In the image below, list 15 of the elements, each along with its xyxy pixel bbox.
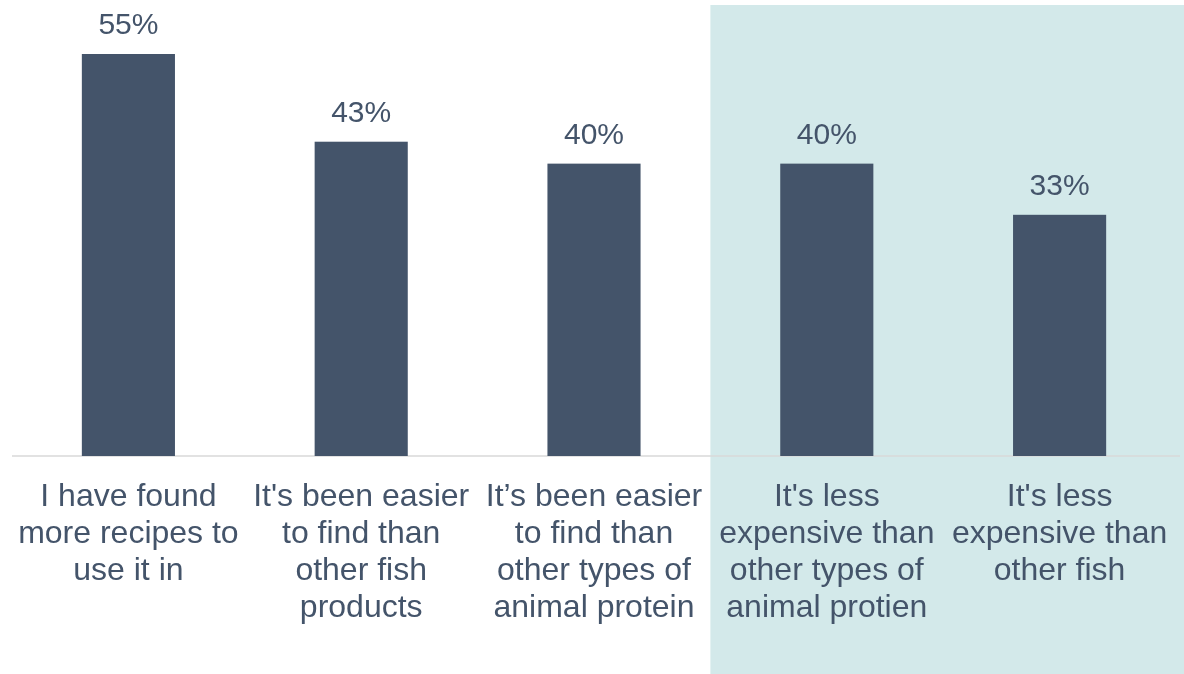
x-tick-label: It’s been easier to find than other types of animal protein bbox=[485, 477, 703, 624]
x-tick-label: I have found more recipes to use it in bbox=[18, 477, 239, 587]
data-label: 40% bbox=[796, 116, 857, 150]
bar bbox=[314, 141, 408, 456]
bar bbox=[1013, 214, 1107, 456]
x-tick-label: It's less expensive than other types of animal protien bbox=[719, 477, 935, 624]
x-tick-label: It's been easier to find than other fish products bbox=[253, 477, 470, 624]
bar bbox=[81, 54, 175, 456]
bar bbox=[547, 163, 641, 456]
bar bbox=[780, 163, 874, 456]
data-label: 55% bbox=[98, 7, 159, 40]
data-label: 40% bbox=[563, 116, 625, 150]
x-tick-label: It's less expensive than other fish bbox=[951, 477, 1168, 587]
data-label: 33% bbox=[1029, 167, 1090, 201]
data-label: 43% bbox=[331, 94, 392, 128]
